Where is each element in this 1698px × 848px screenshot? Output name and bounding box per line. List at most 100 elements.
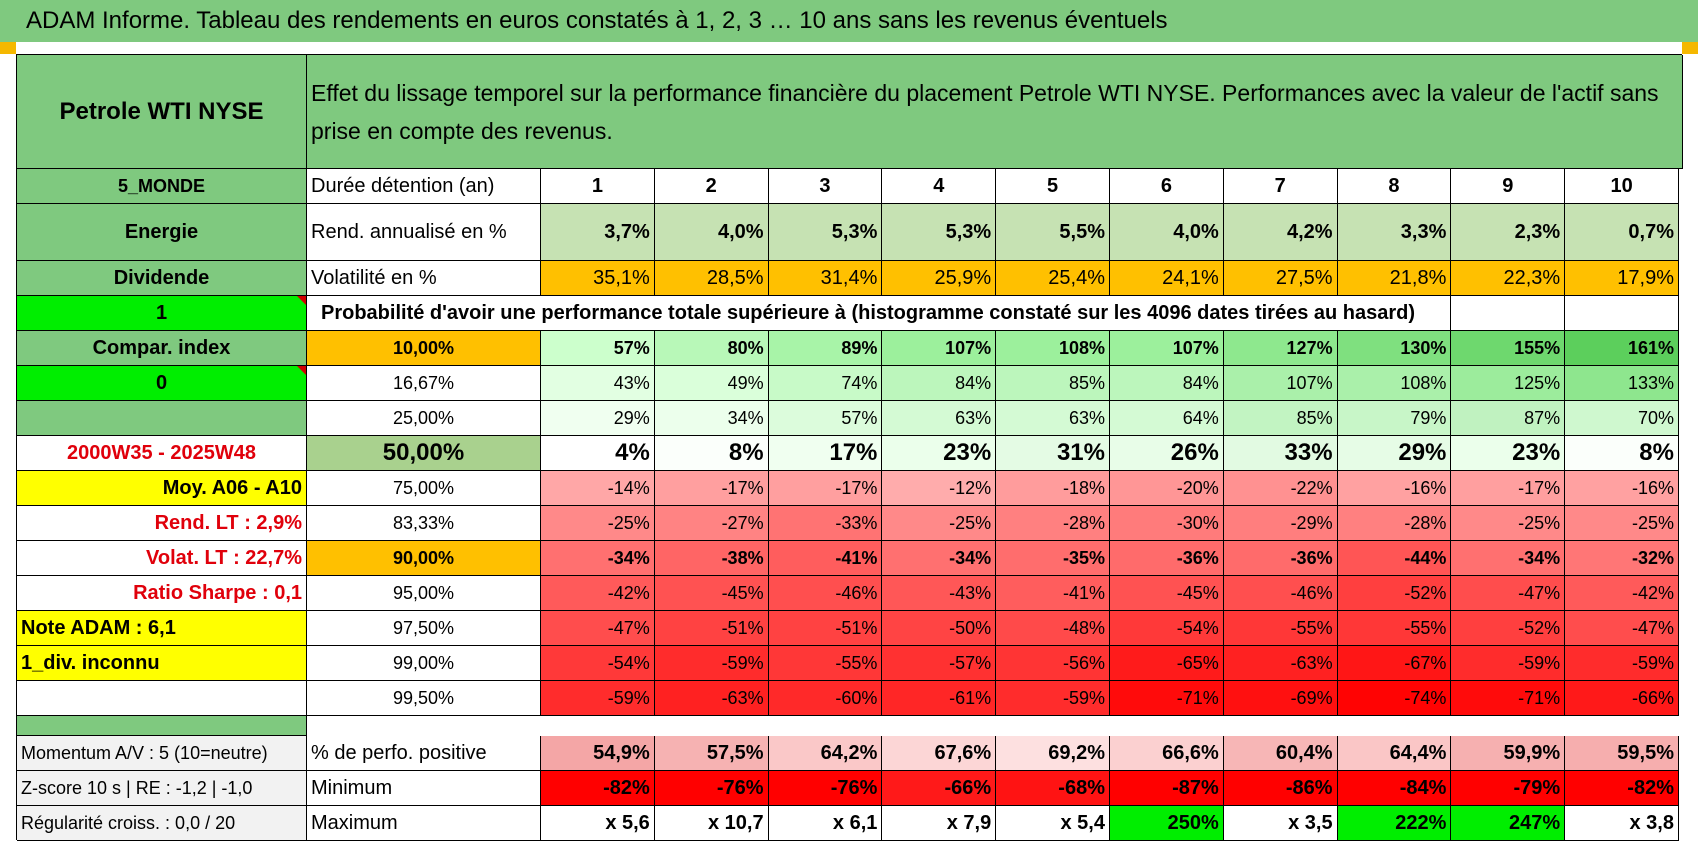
prob-value: -44%	[1337, 541, 1452, 576]
prob-value: 85%	[996, 366, 1110, 401]
min-value: -79%	[1451, 771, 1566, 806]
prob-value: -41%	[996, 576, 1110, 611]
prob-value: 80%	[654, 331, 769, 366]
momentum-label: Momentum A/V : 5 (10=neutre)	[17, 736, 307, 771]
vol-value: 21,8%	[1337, 261, 1452, 296]
prob-value: -69%	[1223, 681, 1338, 716]
threshold: 95,00%	[307, 576, 541, 611]
prob-value: 63%	[996, 401, 1110, 436]
min-value: -82%	[1565, 771, 1679, 806]
prob-value: -46%	[768, 576, 883, 611]
prob-value: 108%	[996, 331, 1110, 366]
prob-value: -56%	[996, 646, 1110, 681]
pos-value: 67,6%	[882, 736, 997, 771]
vol-value: 25,9%	[882, 261, 997, 296]
prob-value: -25%	[1565, 506, 1679, 541]
prob-value: -55%	[1337, 611, 1452, 646]
year-header: 5	[996, 169, 1110, 204]
prob-value: -59%	[996, 681, 1110, 716]
page-title: ADAM Informe. Tableau des rendements en …	[26, 7, 1168, 34]
prob-value: -46%	[1223, 576, 1338, 611]
prob-value: -52%	[1451, 611, 1566, 646]
vol-value: 17,9%	[1565, 261, 1679, 296]
max-value: 250%	[1110, 806, 1224, 841]
min-value: -66%	[882, 771, 997, 806]
pos-value: 54,9%	[541, 736, 655, 771]
rend-value: 5,5%	[996, 204, 1110, 261]
rend-value: 3,3%	[1337, 204, 1452, 261]
prob-value: -67%	[1337, 646, 1452, 681]
threshold: 10,00%	[307, 331, 541, 366]
prob-value: 26%	[1110, 436, 1224, 471]
prob-value: -71%	[1451, 681, 1566, 716]
prob-value: -17%	[654, 471, 769, 506]
prob-value: -50%	[882, 611, 997, 646]
prob-value: 64%	[1110, 401, 1224, 436]
rend-value: 3,7%	[541, 204, 655, 261]
prob-value: -60%	[768, 681, 883, 716]
prob-value: -55%	[1223, 611, 1338, 646]
gap-cell	[17, 716, 307, 736]
prob-value: -22%	[1223, 471, 1338, 506]
threshold: 97,50%	[307, 611, 541, 646]
prob-value: -57%	[882, 646, 997, 681]
prob-value: -47%	[1451, 576, 1566, 611]
prob-value: -36%	[1223, 541, 1338, 576]
rend-value: 4,0%	[654, 204, 769, 261]
prob-value: 133%	[1565, 366, 1679, 401]
pos-label: % de perfo. positive	[307, 736, 541, 771]
prob-value: 125%	[1451, 366, 1566, 401]
prob-value: 89%	[768, 331, 883, 366]
max-value: x 10,7	[654, 806, 769, 841]
flag-1: 1	[17, 296, 307, 331]
prob-value: 23%	[882, 436, 997, 471]
left-corner-mark	[0, 42, 16, 54]
pos-value: 64,4%	[1337, 736, 1452, 771]
region-label: 5_MONDE	[17, 169, 307, 204]
prob-value: -63%	[654, 681, 769, 716]
prob-value: -34%	[882, 541, 997, 576]
prob-title: Probabilité d'avoir une performance tota…	[307, 296, 1452, 331]
prob-value: 49%	[654, 366, 769, 401]
prob-value: -47%	[1565, 611, 1679, 646]
prob-value: -63%	[1223, 646, 1338, 681]
prob-value: 8%	[1565, 436, 1679, 471]
prob-value: -41%	[768, 541, 883, 576]
year-header: 7	[1223, 169, 1338, 204]
min-value: -76%	[654, 771, 769, 806]
years-label: Durée détention (an)	[307, 169, 541, 204]
prob-value: 29%	[541, 401, 655, 436]
prob-value: -25%	[541, 506, 655, 541]
prob-value: 31%	[996, 436, 1110, 471]
prob-value: -45%	[1110, 576, 1224, 611]
prob-value: 57%	[541, 331, 655, 366]
year-header: 3	[768, 169, 883, 204]
vol-value: 27,5%	[1223, 261, 1338, 296]
threshold: 90,00%	[307, 541, 541, 576]
prob-value: -43%	[882, 576, 997, 611]
prob-value: -35%	[996, 541, 1110, 576]
rend-value: 0,7%	[1565, 204, 1679, 261]
period-label: 2000W35 - 2025W48	[17, 436, 307, 471]
vol-value: 28,5%	[654, 261, 769, 296]
right-corner-mark	[1682, 42, 1698, 54]
prob-value: 84%	[1110, 366, 1224, 401]
prob-value: 79%	[1337, 401, 1452, 436]
prob-value: -16%	[1337, 471, 1452, 506]
pos-value: 59,9%	[1451, 736, 1566, 771]
year-header: 6	[1110, 169, 1224, 204]
empty-cell	[1565, 296, 1679, 331]
max-value: 222%	[1337, 806, 1452, 841]
prob-value: 130%	[1337, 331, 1452, 366]
pos-value: 66,6%	[1110, 736, 1224, 771]
prob-value: -17%	[1451, 471, 1566, 506]
prob-value: -38%	[654, 541, 769, 576]
threshold: 99,00%	[307, 646, 541, 681]
prob-value: 107%	[882, 331, 997, 366]
prob-value: -45%	[654, 576, 769, 611]
prob-value: -48%	[996, 611, 1110, 646]
prob-value: -74%	[1337, 681, 1452, 716]
prob-value: 108%	[1337, 366, 1452, 401]
prob-value: 57%	[768, 401, 883, 436]
max-value: x 5,6	[541, 806, 655, 841]
